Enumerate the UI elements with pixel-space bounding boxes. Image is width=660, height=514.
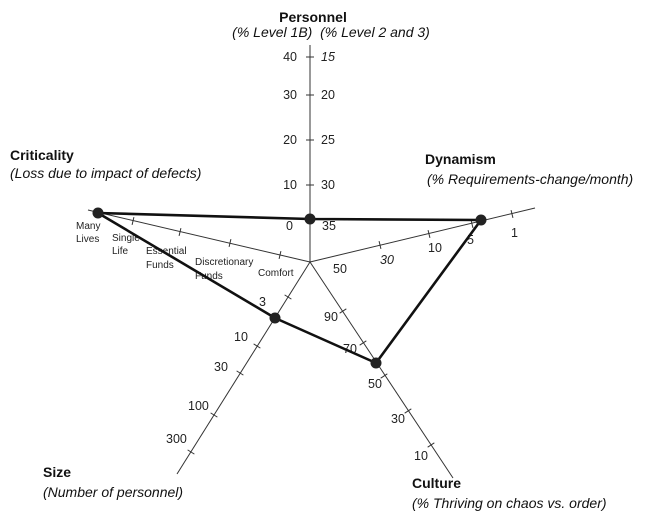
criticality-tick: Many Lives xyxy=(76,221,103,245)
personnel-right-tick: 25 xyxy=(321,133,335,147)
criticality-tick-mark xyxy=(178,227,182,237)
culture-tick-mark xyxy=(359,340,367,346)
personnel-left-tick: 10 xyxy=(283,178,297,192)
dynamism-point xyxy=(475,214,487,226)
size-tick-mark xyxy=(187,449,195,455)
size-tick: 100 xyxy=(188,399,209,413)
size-tick: 10 xyxy=(234,330,248,344)
criticality-tick: Essential Funds xyxy=(146,246,189,271)
culture-tick-mark xyxy=(427,442,435,448)
criticality-tick-mark xyxy=(228,238,232,248)
project-profile-polygon xyxy=(96,211,483,365)
size-tick: 3 xyxy=(259,295,266,309)
criticality-tick-mark xyxy=(278,250,282,260)
personnel-left-tick: 0 xyxy=(286,219,293,233)
personnel-point xyxy=(304,213,316,225)
size-axis xyxy=(176,261,311,475)
criticality-tick-mark xyxy=(131,216,135,226)
culture-tick-mark xyxy=(380,373,388,379)
dynamism-subtitle: (% Requirements-change/month) xyxy=(427,171,633,187)
criticality-tick: Discretionary Funds xyxy=(195,257,256,282)
size-tick: 300 xyxy=(166,432,187,446)
culture-tick: 50 xyxy=(368,377,382,391)
dynamism-tick-mark xyxy=(378,240,382,250)
criticality-tick: Comfort xyxy=(258,268,294,279)
culture-tick-mark xyxy=(339,308,347,314)
dynamism-tick: 5 xyxy=(467,233,474,247)
personnel-right-tick: 30 xyxy=(321,178,335,192)
culture-tick: 90 xyxy=(324,310,338,324)
size-tick-mark xyxy=(236,370,244,376)
culture-title: Culture xyxy=(412,475,461,491)
culture-tick: 10 xyxy=(414,449,428,463)
dynamism-title: Dynamism xyxy=(425,151,496,167)
size-title: Size xyxy=(43,464,71,480)
size-tick-mark xyxy=(284,294,292,300)
criticality-axis xyxy=(87,209,311,263)
criticality-title: Criticality xyxy=(10,147,74,163)
size-subtitle: (Number of personnel) xyxy=(43,484,183,500)
culture-subtitle: (% Thriving on chaos vs. order) xyxy=(412,495,607,511)
personnel-left-tick: 30 xyxy=(283,88,297,102)
criticality-subtitle: (Loss due to impact of defects) xyxy=(10,165,201,181)
personnel-right-tick: 15 xyxy=(321,50,335,64)
dynamism-tick-mark xyxy=(470,219,474,229)
criticality-point xyxy=(92,207,104,219)
culture-axis xyxy=(309,261,454,479)
size-tick: 30 xyxy=(214,360,228,374)
personnel-left-tick: 20 xyxy=(283,133,297,147)
dynamism-tick: 1 xyxy=(511,226,518,240)
size-tick-mark xyxy=(253,343,261,349)
criticality-tick: Single Life xyxy=(112,233,143,257)
personnel-subtitle: (% Level 1B) (% Level 2 and 3) xyxy=(232,24,430,40)
personnel-right-tick: 20 xyxy=(321,88,335,102)
dynamism-tick: 10 xyxy=(428,241,442,255)
personnel-title: Personnel xyxy=(279,9,347,25)
personnel-right-tick: 35 xyxy=(322,219,336,233)
personnel-left-tick: 40 xyxy=(283,50,297,64)
dynamism-tick-mark xyxy=(427,229,431,239)
dynamism-tick: 50 xyxy=(333,262,347,276)
dynamism-tick: 30 xyxy=(380,253,394,267)
culture-tick-mark xyxy=(404,408,412,414)
size-tick-mark xyxy=(210,412,218,418)
culture-tick: 30 xyxy=(391,412,405,426)
size-point xyxy=(269,312,281,324)
culture-point xyxy=(370,357,382,369)
dynamism-tick-mark xyxy=(510,209,514,219)
dynamism-axis xyxy=(309,207,536,263)
